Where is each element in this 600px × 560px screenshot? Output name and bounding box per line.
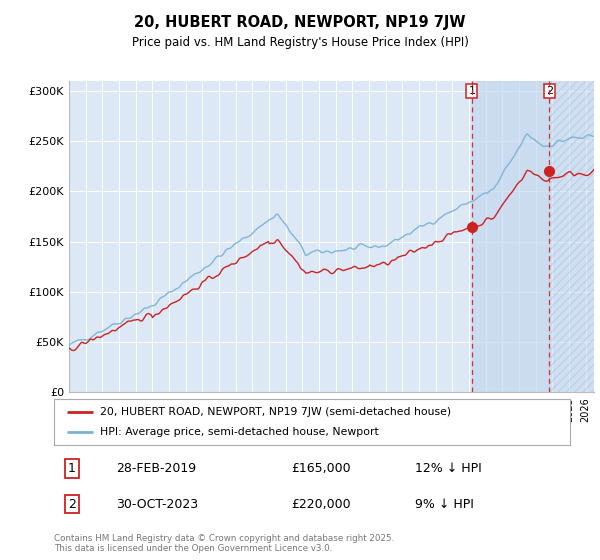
Text: 28-FEB-2019: 28-FEB-2019 <box>116 462 196 475</box>
Text: 30-OCT-2023: 30-OCT-2023 <box>116 498 198 511</box>
Text: £165,000: £165,000 <box>292 462 351 475</box>
Text: 1: 1 <box>469 86 475 96</box>
Text: 9% ↓ HPI: 9% ↓ HPI <box>415 498 474 511</box>
Text: 20, HUBERT ROAD, NEWPORT, NP19 7JW (semi-detached house): 20, HUBERT ROAD, NEWPORT, NP19 7JW (semi… <box>100 407 452 417</box>
Bar <box>472 81 550 392</box>
Text: £220,000: £220,000 <box>292 498 351 511</box>
Text: 20, HUBERT ROAD, NEWPORT, NP19 7JW: 20, HUBERT ROAD, NEWPORT, NP19 7JW <box>134 15 466 30</box>
Text: 2: 2 <box>68 498 76 511</box>
Text: 12% ↓ HPI: 12% ↓ HPI <box>415 462 482 475</box>
Text: 2: 2 <box>546 86 553 96</box>
Text: Price paid vs. HM Land Registry's House Price Index (HPI): Price paid vs. HM Land Registry's House … <box>131 36 469 49</box>
Text: Contains HM Land Registry data © Crown copyright and database right 2025.
This d: Contains HM Land Registry data © Crown c… <box>54 534 394 553</box>
Bar <box>550 81 594 392</box>
Text: 1: 1 <box>68 462 76 475</box>
Text: HPI: Average price, semi-detached house, Newport: HPI: Average price, semi-detached house,… <box>100 427 379 437</box>
